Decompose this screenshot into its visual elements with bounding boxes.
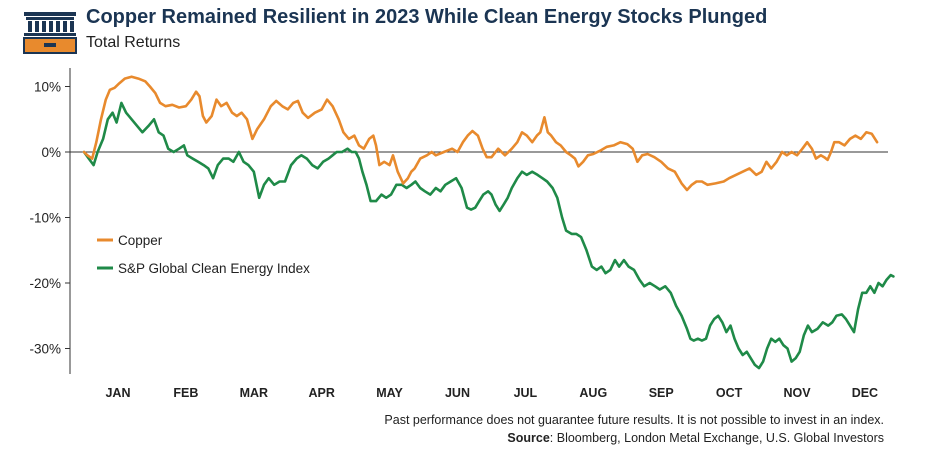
x-tick-label: AUG (579, 386, 607, 400)
x-tick-label: SEP (649, 386, 674, 400)
x-tick-label: MAR (240, 386, 268, 400)
source-label: Source (507, 431, 550, 445)
series-layer (82, 75, 895, 370)
source-text: Source: Bloomberg, London Metal Exchange… (507, 431, 884, 445)
y-tick-label: 0% (41, 145, 61, 160)
y-tick-label: -20% (29, 276, 61, 291)
chart-subtitle: Total Returns (86, 34, 181, 51)
y-tick-label: -30% (29, 342, 61, 357)
x-tick-label: OCT (716, 386, 743, 400)
x-axis-ticks: JAN FEB MAR APR MAY JUN JUL AUG SEP OCT NOV DEC (105, 386, 878, 400)
x-tick-label: APR (308, 386, 334, 400)
x-tick-label: MAY (376, 386, 403, 400)
y-axis-ticks: 10% 0% -10% -20% -30% (29, 80, 70, 357)
chart-legend: Copper S&P Global Clean Energy Index (97, 233, 310, 276)
legend-label-clean-energy: S&P Global Clean Energy Index (118, 261, 310, 276)
x-tick-label: JUL (514, 386, 538, 400)
x-tick-label: JAN (105, 386, 130, 400)
legend-label-copper: Copper (118, 233, 163, 248)
x-tick-label: FEB (173, 386, 198, 400)
source-list: : Bloomberg, London Metal Exchange, U.S.… (549, 431, 884, 445)
copper-series-line (82, 75, 879, 192)
vault-logo-icon (23, 12, 77, 54)
chart-title: Copper Remained Resilient in 2023 While … (86, 6, 768, 28)
x-tick-label: NOV (783, 386, 811, 400)
y-tick-label: 10% (34, 80, 61, 95)
disclaimer-text: Past performance does not guarantee futu… (384, 413, 884, 427)
x-tick-label: DEC (852, 386, 878, 400)
x-tick-label: JUN (445, 386, 470, 400)
clean-energy-series-line (82, 101, 895, 370)
y-tick-label: -10% (29, 211, 61, 226)
